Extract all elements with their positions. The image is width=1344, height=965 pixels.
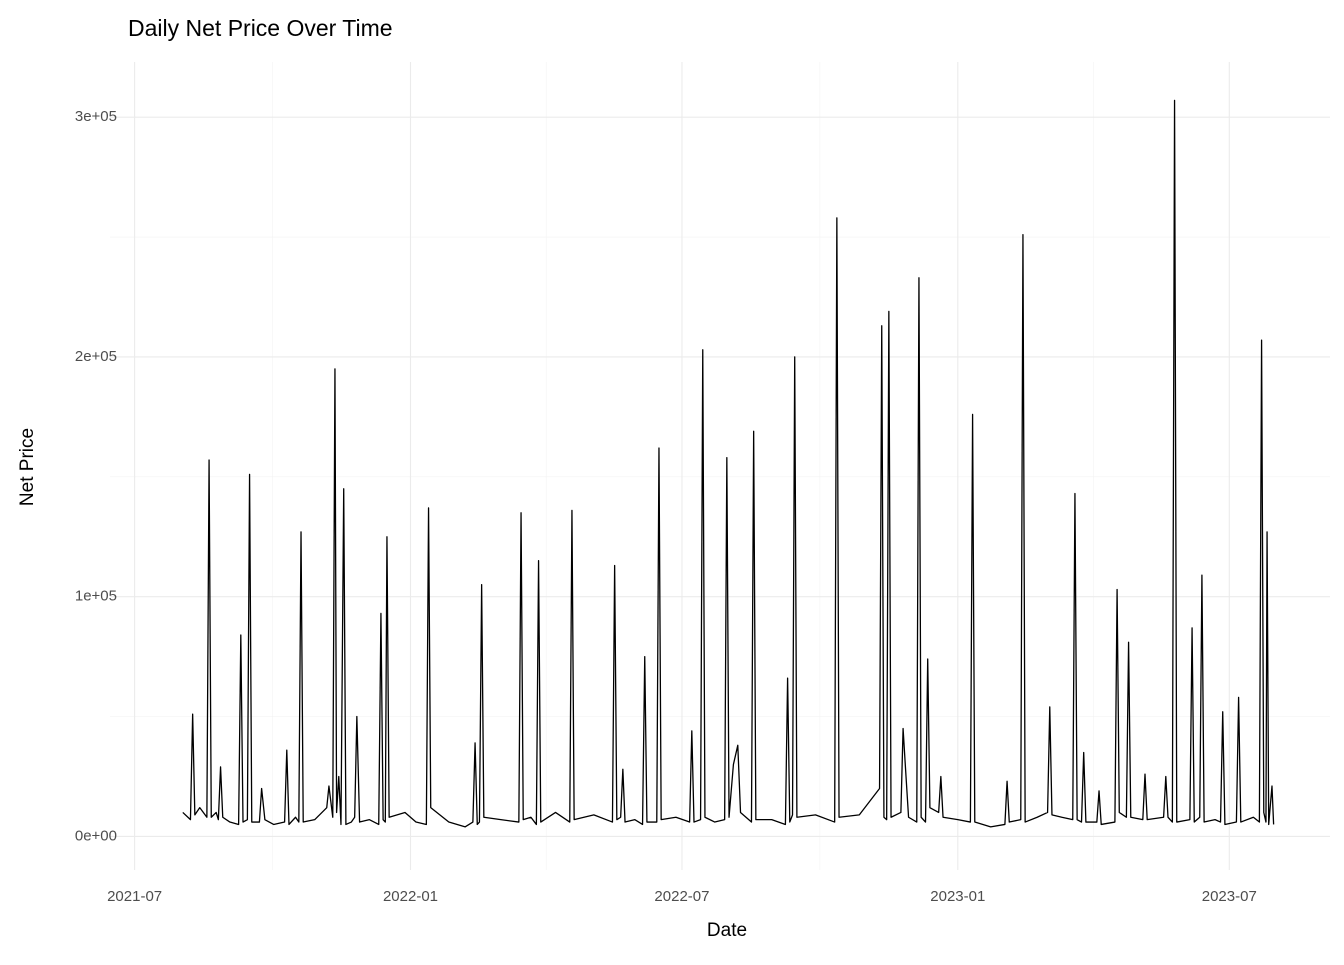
y-tick-label: 0e+00 <box>75 827 117 844</box>
x-tick-label: 2023-01 <box>930 888 985 905</box>
x-tick-label: 2023-07 <box>1202 888 1257 905</box>
x-axis-label: Date <box>707 920 747 941</box>
chart-title: Daily Net Price Over Time <box>128 15 393 41</box>
x-tick-label: 2022-01 <box>383 888 438 905</box>
data-line <box>182 99 1275 828</box>
y-tick-label: 1e+05 <box>75 588 117 605</box>
x-tick-label: 2022-07 <box>654 888 709 905</box>
y-tick-label: 2e+05 <box>75 348 117 365</box>
y-tick-label: 3e+05 <box>75 108 117 125</box>
x-tick-label: 2021-07 <box>107 888 162 905</box>
y-axis-label: Net Price <box>17 428 38 506</box>
